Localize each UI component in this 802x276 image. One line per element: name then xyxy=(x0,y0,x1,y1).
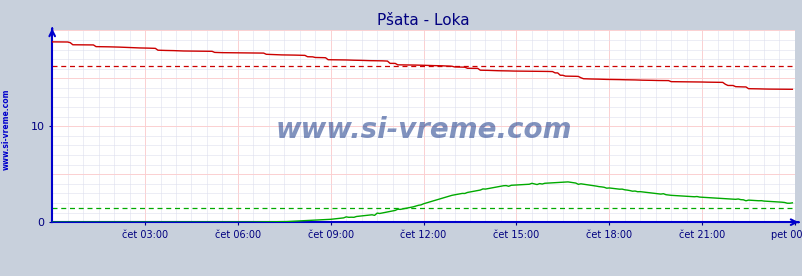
Text: www.si-vreme.com: www.si-vreme.com xyxy=(2,89,11,171)
Text: www.si-vreme.com: www.si-vreme.com xyxy=(275,116,571,144)
Title: Pšata - Loka: Pšata - Loka xyxy=(377,13,469,28)
